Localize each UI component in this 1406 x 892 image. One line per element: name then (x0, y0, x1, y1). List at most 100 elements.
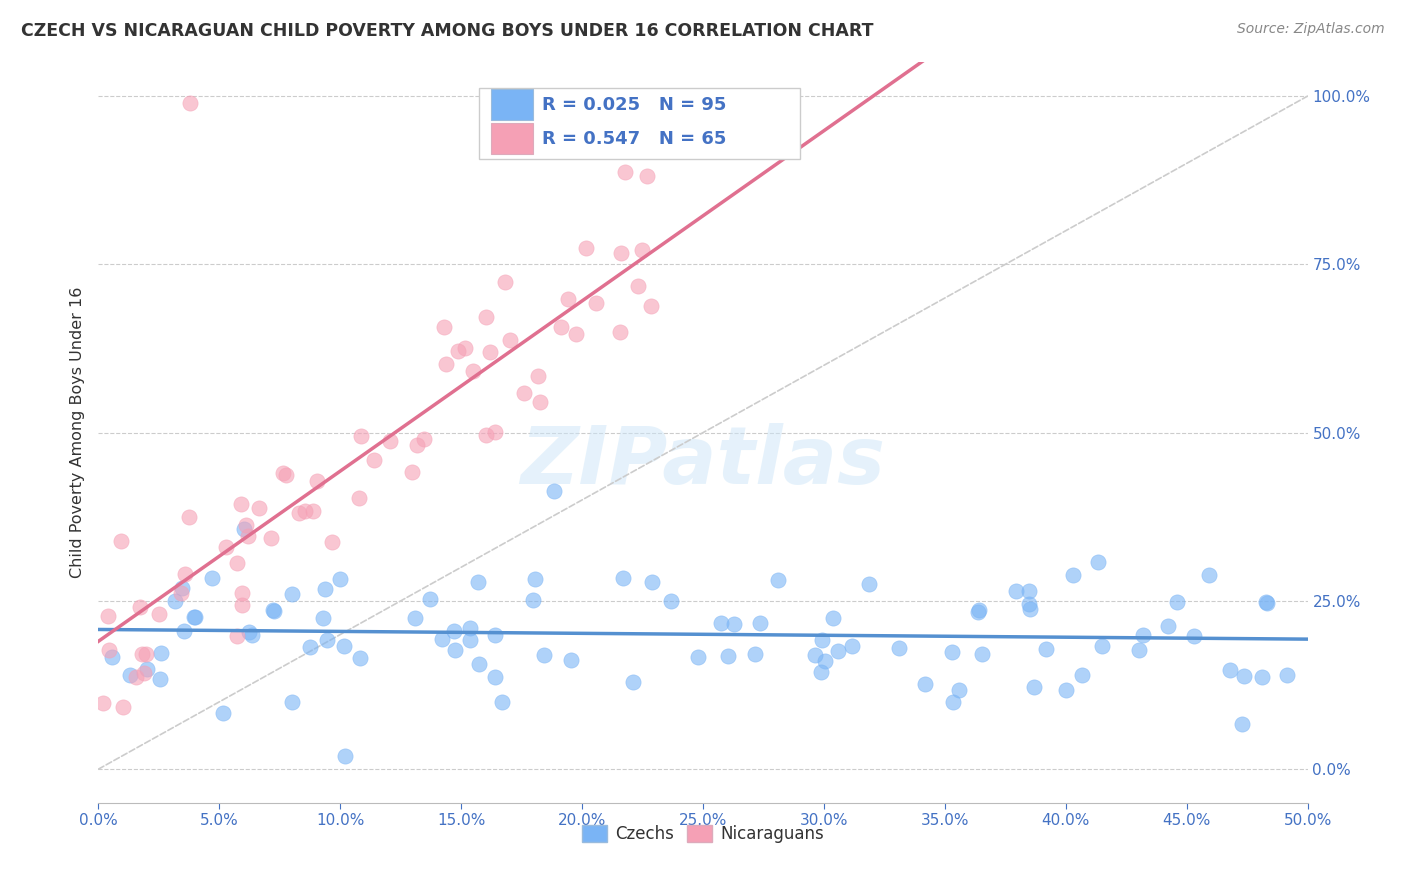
Point (612, 571, 634, 585)
Point (350, 429, 373, 443)
Point (941, 645, 963, 659)
Point (135, 647, 157, 661)
Point (173, 566, 195, 581)
Point (229, 497, 252, 511)
Point (179, 95, 201, 110)
Point (491, 695, 513, 709)
Point (688, 649, 710, 664)
Point (380, 434, 402, 449)
Point (858, 577, 880, 591)
Point (1256, 596, 1278, 610)
Point (630, 243, 652, 257)
Point (766, 573, 789, 587)
Text: R = 0.025   N = 95: R = 0.025 N = 95 (543, 95, 727, 113)
Point (810, 665, 832, 680)
Point (111, 699, 134, 714)
Point (484, 425, 506, 440)
Point (332, 640, 354, 654)
Point (263, 604, 285, 618)
Point (533, 648, 555, 662)
Point (609, 325, 631, 339)
Point (585, 296, 607, 310)
Point (942, 695, 965, 709)
Point (419, 591, 441, 606)
Point (1022, 680, 1045, 694)
Point (294, 504, 316, 518)
Point (723, 617, 745, 632)
Point (914, 677, 936, 691)
Point (401, 465, 423, 479)
Point (1182, 629, 1205, 643)
Point (149, 672, 172, 686)
Point (1019, 602, 1042, 616)
Point (821, 610, 844, 624)
Point (233, 522, 256, 536)
Point (484, 670, 506, 684)
Point (513, 386, 536, 401)
Point (131, 647, 153, 661)
Point (276, 468, 298, 483)
Point (827, 644, 849, 658)
Point (433, 319, 456, 334)
Point (226, 629, 249, 643)
Point (948, 683, 970, 698)
Point (1087, 555, 1109, 569)
Point (177, 509, 200, 524)
Point (134, 665, 156, 680)
Point (543, 483, 565, 498)
Point (349, 651, 371, 665)
Point (281, 695, 304, 709)
Point (183, 610, 205, 624)
Point (475, 310, 498, 324)
Point (260, 531, 283, 545)
Point (436, 357, 458, 371)
Point (575, 241, 598, 255)
Point (565, 327, 588, 342)
Point (460, 632, 482, 647)
Point (1157, 619, 1180, 633)
Point (247, 501, 270, 516)
Point (1250, 670, 1272, 684)
Point (463, 363, 485, 377)
Point (201, 572, 224, 586)
Point (226, 556, 249, 570)
Point (1091, 639, 1114, 653)
Point (749, 615, 772, 630)
Point (101, 650, 124, 665)
Point (523, 572, 546, 586)
Point (636, 169, 658, 183)
Point (744, 647, 766, 661)
Point (125, 670, 148, 684)
Point (288, 506, 311, 520)
Legend: Czechs, Nicaraguans: Czechs, Nicaraguans (575, 819, 831, 850)
Point (170, 586, 193, 600)
Point (91, 696, 114, 710)
Point (281, 587, 304, 601)
Point (129, 600, 152, 615)
Point (560, 653, 582, 667)
Point (814, 654, 837, 668)
Point (1018, 598, 1040, 612)
Point (347, 491, 370, 505)
Point (1233, 669, 1256, 683)
Point (1070, 668, 1092, 682)
Point (1132, 628, 1154, 642)
Point (811, 633, 834, 648)
Point (447, 344, 470, 359)
Point (499, 333, 522, 347)
Point (970, 647, 993, 661)
Point (184, 609, 207, 624)
Point (467, 574, 489, 589)
Point (443, 624, 465, 639)
Point (316, 632, 339, 647)
Point (305, 475, 328, 489)
Point (621, 674, 644, 689)
Point (170, 581, 193, 595)
Point (430, 632, 453, 646)
Point (406, 438, 429, 452)
Point (1128, 643, 1150, 657)
Point (110, 534, 132, 549)
Point (312, 610, 335, 624)
Point (333, 748, 356, 763)
Point (640, 575, 662, 590)
